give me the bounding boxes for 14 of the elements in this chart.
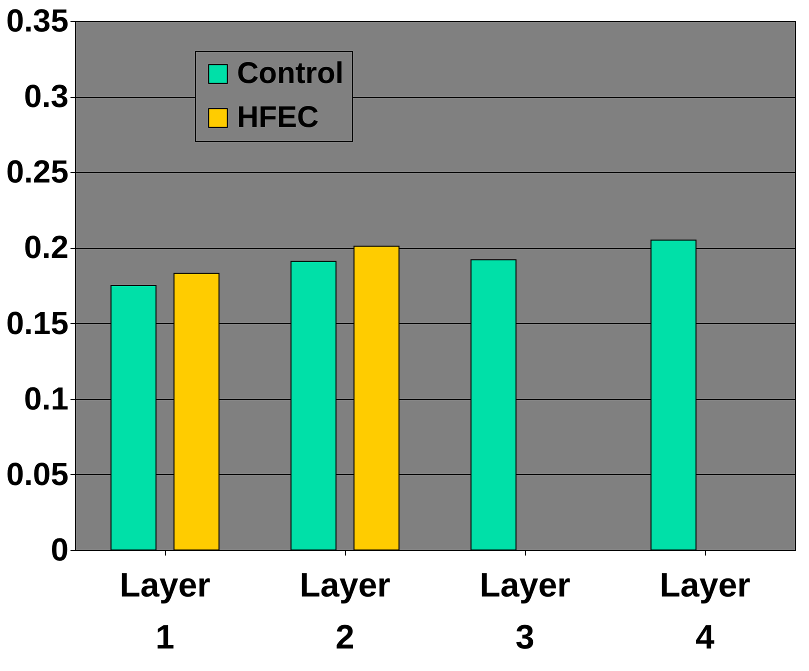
- legend-label: Control: [237, 57, 344, 90]
- y-tick-label: 0.25: [6, 154, 68, 190]
- y-tick-label: 0.15: [6, 304, 68, 341]
- x-tick-label: Layer 1: [120, 566, 210, 656]
- y-tick-label: 0.2: [24, 229, 68, 266]
- y-tick-label: 0.3: [24, 78, 68, 114]
- x-tick-label: Layer 3: [480, 566, 570, 656]
- x-tick-label: Layer 2: [300, 566, 390, 656]
- x-tick-label: Layer 4: [660, 566, 750, 656]
- y-tick-label: 0.1: [24, 380, 68, 416]
- y-tick-label: 0.05: [6, 456, 68, 492]
- y-tick-label: 0.35: [6, 2, 68, 38]
- y-tick-label: 0: [50, 532, 68, 568]
- legend-label: HFEC: [237, 101, 319, 134]
